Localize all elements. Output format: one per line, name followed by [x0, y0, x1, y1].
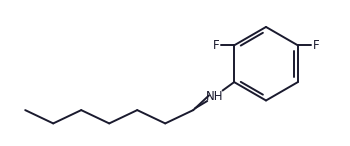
Text: F: F [313, 39, 319, 52]
Text: NH: NH [206, 90, 224, 103]
Text: F: F [213, 39, 219, 52]
